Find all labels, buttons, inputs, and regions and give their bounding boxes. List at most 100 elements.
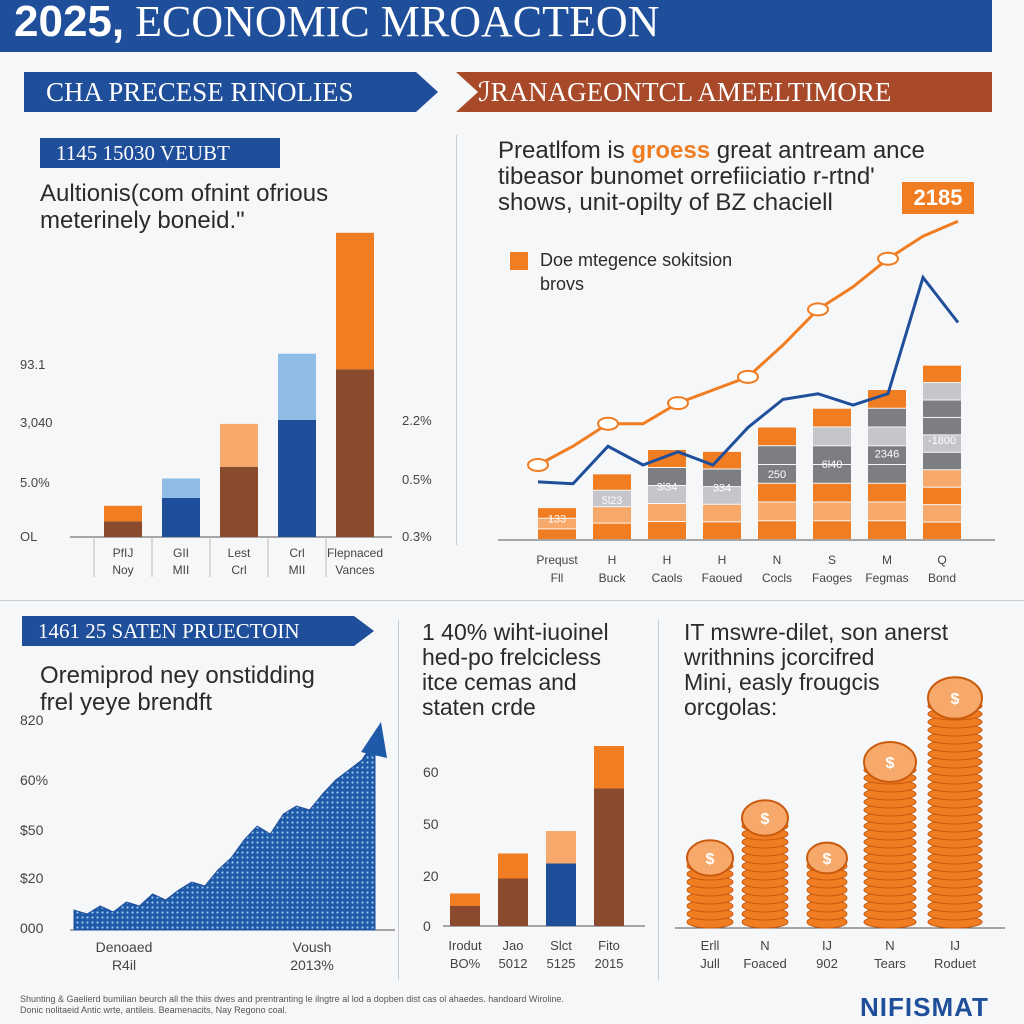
chart4-category-label: 5125	[547, 956, 576, 971]
chart2-bar-label: 3l34	[657, 482, 678, 494]
panel3-subtitle: Oremiprod ney onstidding frel yeye brend…	[40, 662, 315, 716]
chart2-category-label: Faoued	[702, 571, 743, 585]
chart2-bar-segment	[758, 483, 796, 502]
chart2-bar-segment	[923, 435, 961, 452]
brand-logo: NIFISMAT	[860, 992, 989, 1022]
chart3-tick: $20	[20, 870, 44, 886]
chart5-category-label: 902	[816, 956, 838, 971]
chart2-line-marker	[667, 396, 689, 411]
chart2-bar-segment	[868, 390, 906, 408]
dollar-icon: $	[886, 755, 895, 772]
chart2-bar-segment	[593, 507, 631, 523]
chart4-bar	[450, 893, 480, 906]
chart1-category-label: GII	[173, 546, 189, 560]
chart4-bar	[498, 878, 528, 926]
panel4-subtitle: 1 40% wiht-iuoinel hed-po frelcicless it…	[422, 619, 609, 720]
chart3-area-chart: 820 60% $50 $20 000 Denoaed R4il Voush 2013%	[20, 712, 395, 973]
chart2-bar-segment	[758, 427, 796, 446]
chart4-bar	[546, 831, 576, 864]
chart1-bar	[336, 232, 374, 370]
chart2-bar-segment	[703, 469, 741, 487]
chart3-tick: 000	[20, 920, 44, 936]
chart2-bar-segment	[648, 450, 686, 467]
chart2-bar-segment	[923, 505, 961, 522]
chart1-bar	[104, 505, 142, 522]
chart2-bar-segment	[648, 486, 686, 503]
chart2-bar-segment	[758, 446, 796, 464]
chart1-left-tick: 3,040	[20, 415, 53, 430]
chart4-category-label: BO%	[450, 956, 481, 971]
chart1-category-label: Flepnaced	[327, 546, 383, 560]
chart5-category-label: Erll	[701, 938, 720, 953]
chart1-bar	[278, 420, 316, 537]
chart2-bar-segment	[813, 408, 851, 427]
chart5-category-label: Roduet	[934, 956, 976, 971]
chart2-bar-segment	[538, 518, 576, 529]
panel1-tag: 1145 15030 VEUBT	[40, 138, 280, 168]
chart2-bar-segment	[923, 522, 961, 539]
banner-left: CHA PRECESE RINOLIES	[24, 72, 438, 112]
chart2-bar-segment	[868, 502, 906, 521]
chart2-line-marker	[737, 369, 759, 384]
chart2-category-label: Fegmas	[865, 571, 908, 585]
chart4-category-label: Fito	[598, 938, 620, 953]
chart2-bar-segment	[538, 508, 576, 518]
chart1-bar	[220, 423, 258, 467]
panel5-subtitle: IT mswre-dilet, son anerst writhnins jco…	[684, 619, 949, 720]
chart4-tick: 0	[423, 918, 431, 934]
chart1-category-label: Noy	[112, 563, 133, 577]
chart4-category-label: 5012	[499, 956, 528, 971]
chart2-bar-segment	[703, 504, 741, 522]
chart2-bar-segment	[923, 365, 961, 383]
chart3-area	[73, 738, 376, 931]
chart3-tick: $50	[20, 822, 44, 838]
chart2-bar-segment	[593, 523, 631, 539]
chart1-category-label: MII	[289, 563, 306, 577]
chart2-category-label: M	[882, 553, 892, 567]
chart2-bar-segment	[868, 408, 906, 427]
chart5-coin-top	[806, 841, 848, 875]
chart2-line-marker	[807, 302, 829, 317]
chart2-category-label: S	[828, 553, 836, 567]
panel3-tag: 1461 25 SATEN PRUECTOIN	[22, 616, 374, 646]
chart2-bar-segment	[868, 465, 906, 483]
chart1-category-label: Crl	[231, 563, 246, 577]
chart5-category-label: IJ	[822, 938, 832, 953]
chart2-bar-segment	[593, 490, 631, 507]
chart2-bar-segment	[923, 400, 961, 417]
chart2-bar-segment	[758, 465, 796, 483]
chart1-category-label: Lest	[228, 546, 251, 560]
panel1-subtitle: Aultionis(com ofnint ofrious meterinely …	[40, 180, 329, 234]
chart5-coin-top	[863, 741, 917, 783]
chart4-tick: 60	[423, 764, 439, 780]
chart1-bar	[162, 498, 200, 537]
chart5-category-label: N	[885, 938, 894, 953]
chart5-coin-top	[686, 839, 734, 877]
chart2-bar-label: 6l40	[822, 459, 843, 471]
chart1-right-tick: 0.5%	[402, 472, 432, 487]
dollar-icon: $	[951, 691, 960, 708]
chart2-bar-segment	[813, 521, 851, 539]
chart1-category-label: PfIJ	[113, 546, 134, 560]
chart4-category-label: Jao	[503, 938, 524, 953]
highlight-badge: 2185	[902, 182, 974, 214]
chart2-bar-segment	[813, 502, 851, 521]
chart5-coin-top	[927, 676, 983, 720]
chart3-arrowhead	[361, 722, 387, 758]
chart2-bar-segment	[813, 446, 851, 464]
chart2-bar-segment	[703, 522, 741, 539]
chart2-bar-segment	[923, 452, 961, 470]
chart2-bar-segment	[813, 465, 851, 483]
chart4-category-label: Slct	[550, 938, 572, 953]
chart3-tick: 820	[20, 712, 44, 728]
chart3-x-label: R4il	[112, 957, 136, 973]
chart2-bar-segment	[868, 483, 906, 502]
chart2-bar-segment	[703, 487, 741, 504]
chart2-bar-label: 5l23	[602, 495, 623, 507]
chart2-bar-label: 334	[713, 483, 731, 495]
chart2-bar-segment	[813, 427, 851, 446]
chart5-category-label: N	[760, 938, 769, 953]
chart2-line-marker	[877, 251, 899, 266]
divider-vertical-bottom-2	[658, 620, 659, 980]
dollar-icon: $	[823, 851, 832, 868]
